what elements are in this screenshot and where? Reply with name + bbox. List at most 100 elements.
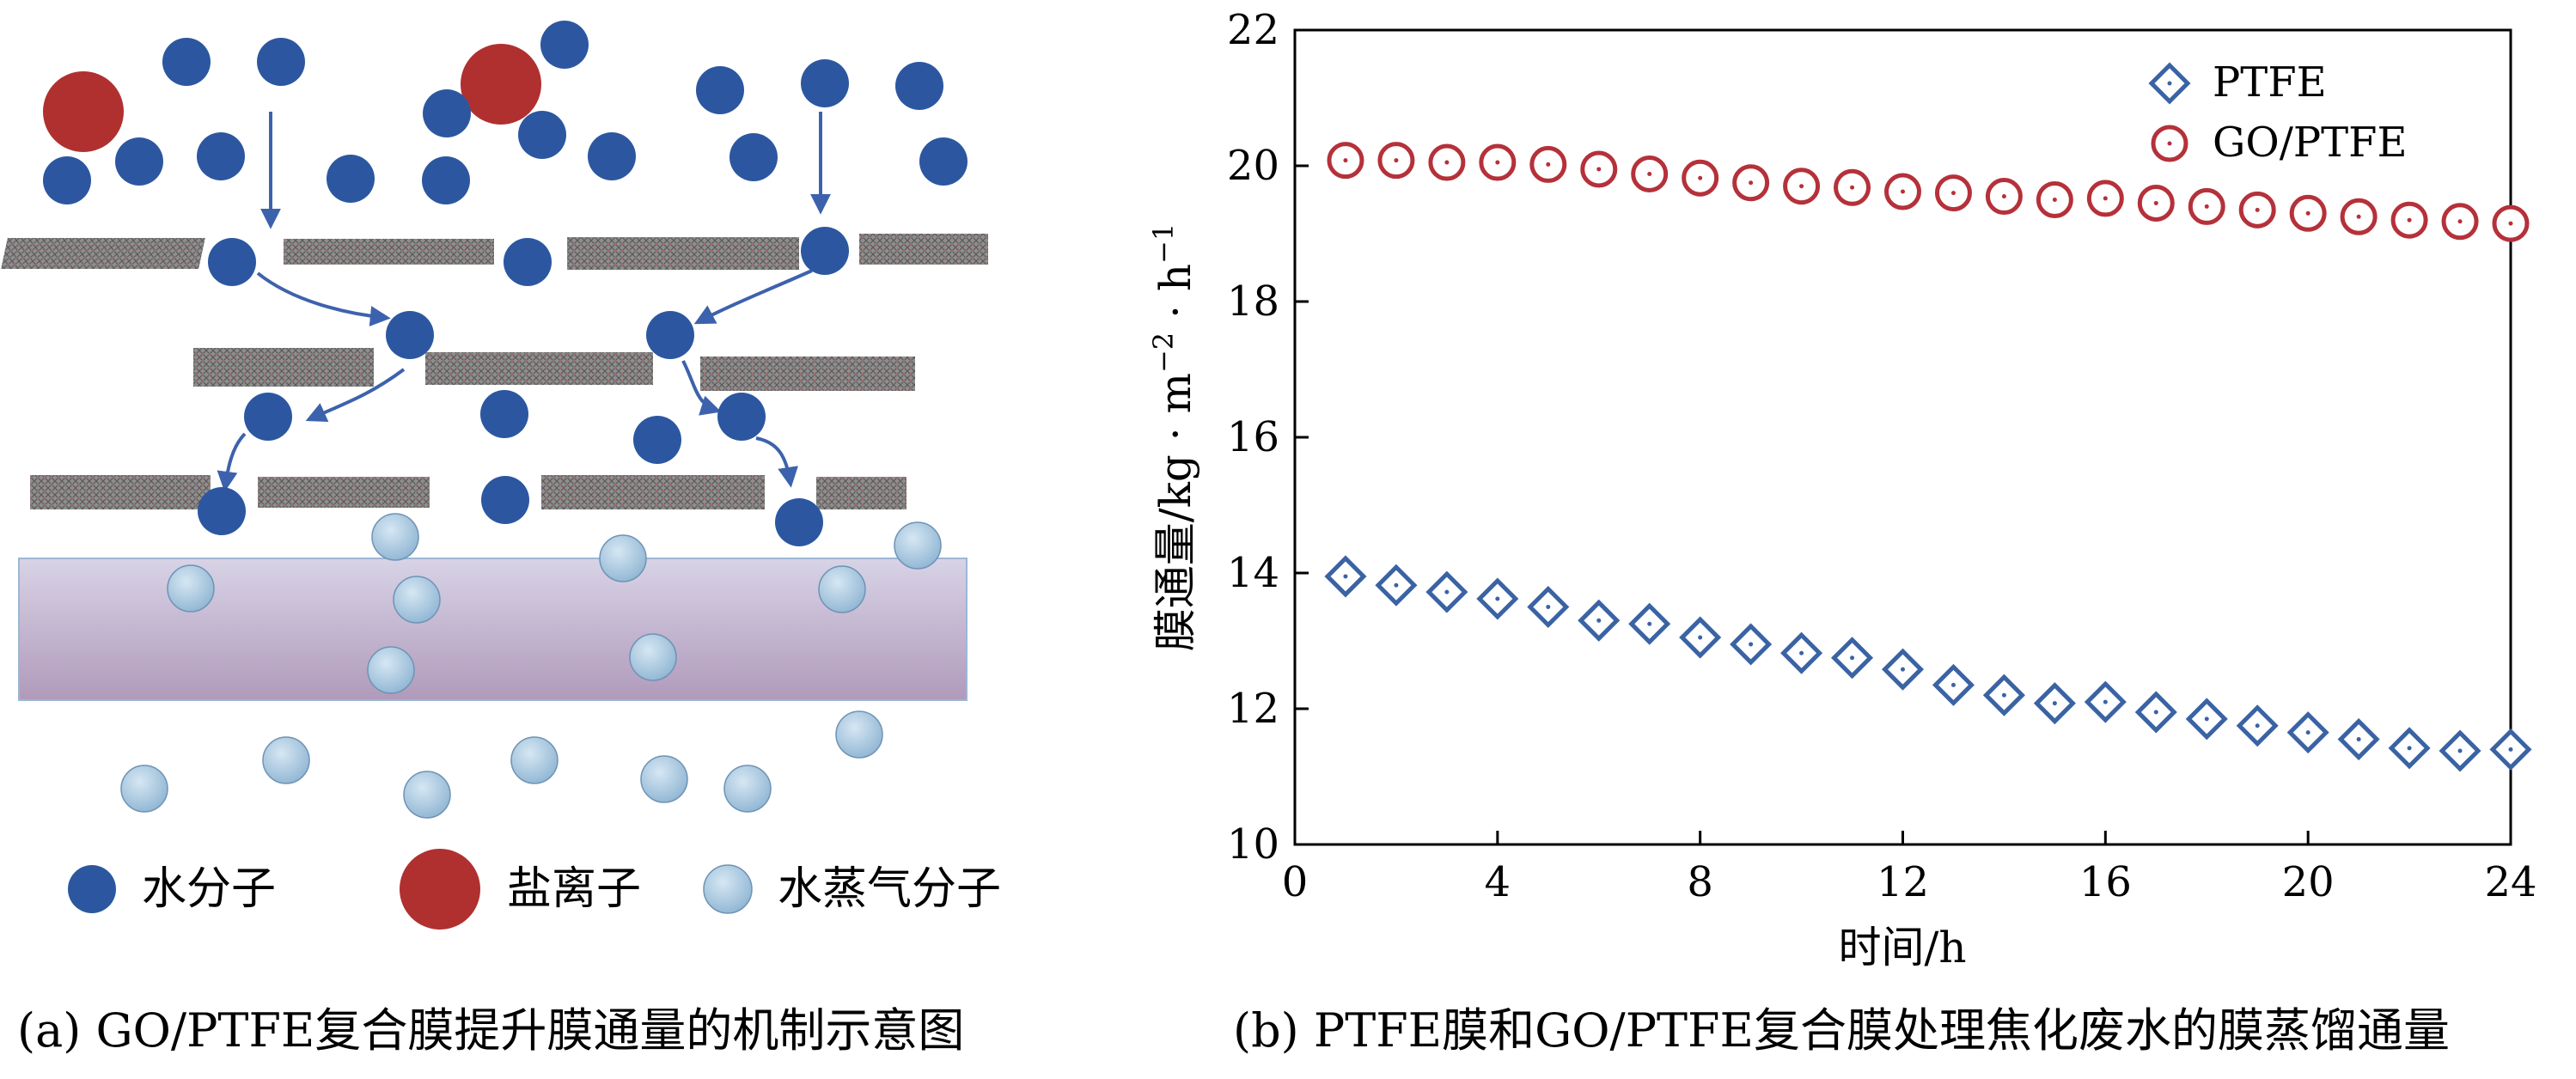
data-point xyxy=(1934,174,1972,212)
data-point xyxy=(1682,159,1719,197)
data-point xyxy=(2390,201,2428,239)
water-molecules xyxy=(43,21,968,546)
data-point xyxy=(2388,727,2431,770)
legend-salt-ion: 盐离子 xyxy=(400,849,641,930)
data-point xyxy=(2337,718,2380,761)
data-point xyxy=(1425,570,1468,613)
data-point xyxy=(2289,194,2327,232)
data-point xyxy=(2086,180,2124,217)
mechanism-diagram: 水分子 盐离子 水蒸气分子 (a) GO/PTFE复合膜提升膜通量的机制示意图 xyxy=(1,21,1001,1058)
go-sheet xyxy=(700,357,915,391)
x-tick-label: 12 xyxy=(1877,858,1929,906)
legend-marker xyxy=(2148,62,2191,105)
data-point xyxy=(1479,143,1517,181)
data-point xyxy=(2489,728,2532,771)
x-tick-label: 8 xyxy=(1687,858,1713,906)
data-point xyxy=(1527,585,1570,629)
y-tick-label: 10 xyxy=(1227,820,1279,869)
data-point xyxy=(2236,704,2279,747)
data-point xyxy=(1631,155,1669,192)
y-tick-label: 22 xyxy=(1227,6,1279,54)
data-point xyxy=(1476,577,1519,620)
x-tick-label: 24 xyxy=(2484,858,2536,906)
go-sheet xyxy=(816,477,906,509)
flow-arrows xyxy=(217,112,831,492)
legend-label-vapor: 水蒸气分子 xyxy=(778,863,1001,915)
data-point xyxy=(2340,198,2378,235)
legend-item-ptfe: PTFE xyxy=(2148,58,2327,107)
go-sheet-layer-3 xyxy=(30,475,906,509)
legend-item-go-ptfe: GO/PTFE xyxy=(2151,119,2408,167)
data-point xyxy=(1985,178,2023,216)
data-point xyxy=(1529,145,1567,183)
flow-arrow xyxy=(755,436,798,488)
y-axis-label-exp2: −1 xyxy=(1147,223,1180,264)
flow-arrow xyxy=(217,432,247,492)
series-ptfe xyxy=(1324,555,2532,772)
caption-left: (a) GO/PTFE复合膜提升膜通量的机制示意图 xyxy=(17,1003,964,1058)
y-axis-label: 膜通量/kg · m−2 · h−1 xyxy=(1147,223,1200,651)
data-point xyxy=(1730,623,1773,666)
diagram-legend: 水分子 盐离子 水蒸气分子 xyxy=(68,849,1001,930)
data-point xyxy=(2441,203,2479,241)
data-point xyxy=(2134,691,2177,734)
flow-arrow xyxy=(256,271,391,327)
legend-vapor-molecule: 水蒸气分子 xyxy=(703,863,1001,915)
data-point xyxy=(2036,181,2073,218)
go-sheet xyxy=(541,475,765,509)
water-molecule-icon xyxy=(68,865,116,913)
data-point xyxy=(1834,168,1871,206)
go-sheet xyxy=(567,237,799,270)
go-sheet xyxy=(30,475,211,509)
data-point xyxy=(1884,173,1921,210)
data-point xyxy=(1327,142,1364,180)
salt-ion xyxy=(43,71,124,152)
caption-right: (b) PTFE膜和GO/PTFE复合膜处理焦化废水的膜蒸馏通量 xyxy=(1233,1003,2450,1058)
y-axis-label-main: 膜通量/kg · m xyxy=(1151,373,1200,651)
x-tick-label: 20 xyxy=(2282,858,2335,906)
y-tick-label: 12 xyxy=(1227,685,1279,733)
go-sheet-layer-2 xyxy=(193,348,915,391)
go-sheet xyxy=(425,352,653,385)
data-point xyxy=(1732,164,1770,202)
data-point xyxy=(1580,150,1618,188)
go-sheet-layer-1 xyxy=(1,234,988,270)
data-point xyxy=(1982,674,2025,716)
y-axis-label-mid: · h xyxy=(1151,264,1200,332)
x-tick-label: 0 xyxy=(1282,858,1309,906)
flow-arrow xyxy=(305,368,406,423)
data-point xyxy=(1780,631,1823,674)
y-tick-label: 14 xyxy=(1227,549,1279,597)
flow-arrow xyxy=(681,360,722,416)
data-point xyxy=(2033,682,2076,725)
salt-ion-icon xyxy=(400,849,480,930)
y-tick-label: 18 xyxy=(1227,277,1279,326)
data-point xyxy=(1578,599,1621,642)
vapor-molecule-icon xyxy=(703,864,753,914)
legend-marker xyxy=(2151,125,2188,162)
x-axis-label: 时间/h xyxy=(1838,923,1966,972)
y-tick-label: 16 xyxy=(1227,413,1279,461)
data-point xyxy=(2188,187,2225,225)
data-point xyxy=(2238,191,2276,229)
data-point xyxy=(2137,184,2175,222)
x-ticks: 0 4 8 12 16 20 24 xyxy=(1282,831,2537,906)
series-layer xyxy=(1324,142,2532,772)
go-sheet xyxy=(193,348,374,387)
y-ticks: 10 12 14 16 18 20 22 xyxy=(1227,6,1309,869)
salt-ions xyxy=(43,44,541,152)
go-sheet xyxy=(1,238,205,269)
data-point xyxy=(1679,616,1722,659)
legend-label-water: 水分子 xyxy=(142,863,276,915)
y-tick-label: 20 xyxy=(1227,142,1279,190)
series-go-ptfe xyxy=(1327,142,2530,242)
go-sheet xyxy=(284,239,494,265)
data-point xyxy=(1881,648,1925,691)
vapor-molecules xyxy=(120,513,942,819)
data-point xyxy=(1377,142,1415,180)
x-tick-label: 16 xyxy=(2079,858,2132,906)
data-point xyxy=(1324,555,1367,598)
data-point xyxy=(1831,637,1874,680)
